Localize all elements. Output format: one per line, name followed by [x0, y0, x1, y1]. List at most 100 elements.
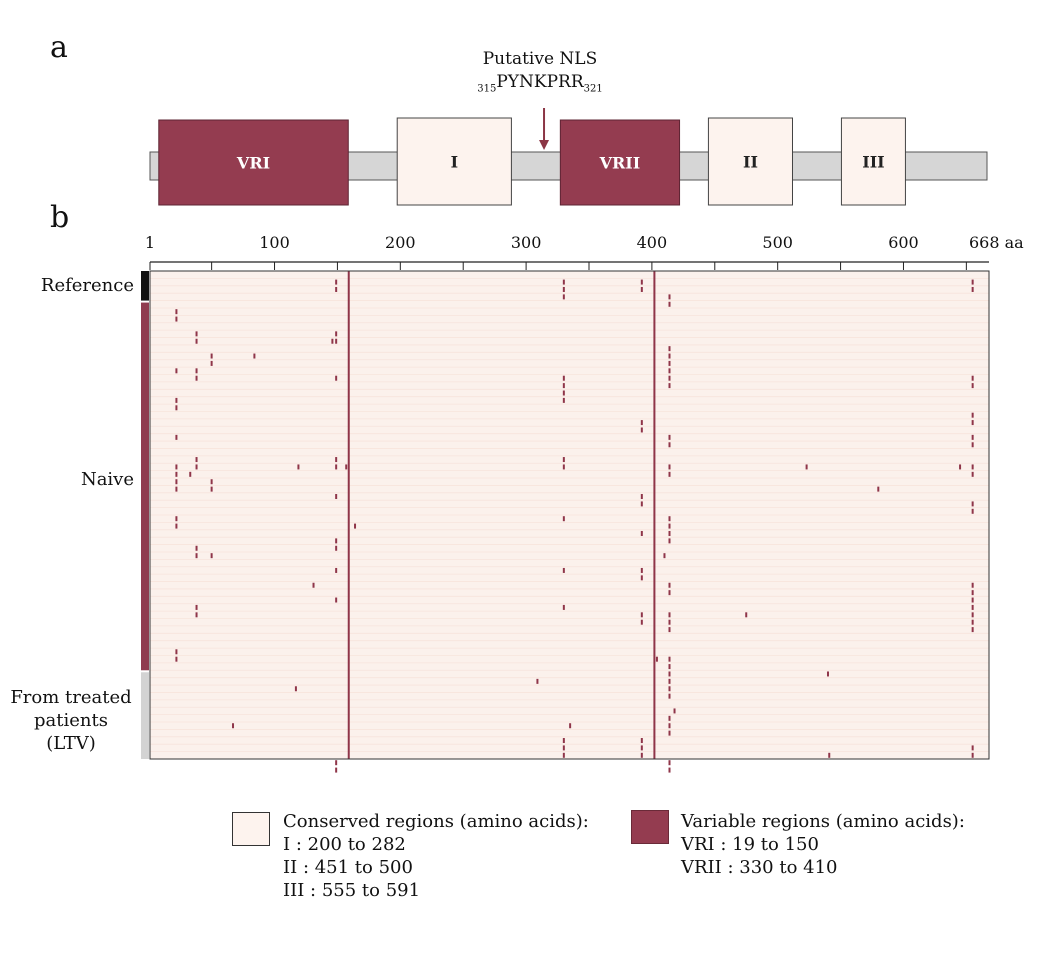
group-bar [141, 672, 149, 759]
mutation-mark [562, 457, 565, 463]
mutation-mark [971, 286, 974, 292]
mutation-mark [175, 649, 178, 655]
mutation-mark [971, 582, 974, 588]
mutation-mark [335, 279, 338, 285]
mutation-mark [668, 693, 671, 699]
mutation-mark [569, 723, 572, 729]
mutation-mark [971, 590, 974, 596]
mutation-mark [335, 567, 338, 573]
mutation-mark [971, 375, 974, 381]
axis-tick-label: 500 [762, 233, 793, 252]
mutation-mark [668, 686, 671, 692]
domain-label: III [862, 153, 884, 172]
mutation-marks [175, 271, 974, 773]
domain-vrii [559, 119, 681, 206]
mutation-mark [210, 479, 213, 485]
mutation-mark [562, 464, 565, 470]
legend-conserved-title: Conserved regions (amino acids): [283, 811, 589, 832]
mutation-mark [668, 590, 671, 596]
mutation-mark [175, 516, 178, 522]
nls-motif-end: 321 [583, 83, 603, 95]
mutation-heatmap: 1 100 200 300 400 500 600 668 aa [141, 233, 1024, 773]
domain-iii [840, 117, 906, 206]
mutation-mark [562, 604, 565, 610]
mutation-mark [971, 501, 974, 507]
group-label-reference: Reference [40, 275, 134, 296]
mutation-mark [195, 604, 198, 610]
axis-tick-label: 600 [888, 233, 919, 252]
nls-motif-sequence: PYNKPRR [496, 72, 584, 92]
mutation-mark [668, 301, 671, 307]
mutation-mark [971, 752, 974, 758]
conserved-mutation-column [347, 271, 350, 759]
mutation-mark [668, 627, 671, 633]
mutation-mark [640, 612, 643, 618]
mutation-mark [668, 612, 671, 618]
mutation-mark [668, 346, 671, 352]
axis-tick-label: 1 [145, 233, 155, 252]
mutation-mark [668, 582, 671, 588]
mutation-mark [971, 612, 974, 618]
mutation-mark [175, 523, 178, 529]
mutation-mark [673, 708, 676, 714]
axis-tick-label: 200 [385, 233, 416, 252]
mutation-mark [195, 368, 198, 374]
axis-tick-label: 100 [259, 233, 290, 252]
mutation-mark [335, 286, 338, 292]
mutation-mark [562, 294, 565, 300]
nls-title: Putative NLS [482, 49, 598, 69]
panel-b-label: b [50, 200, 70, 235]
legend-conserved-line: III : 555 to 591 [283, 880, 421, 901]
mutation-mark [668, 360, 671, 366]
mutation-mark [826, 671, 829, 677]
mutation-mark [335, 331, 338, 337]
mutation-mark [175, 405, 178, 411]
mutation-mark [668, 375, 671, 381]
mutation-mark [335, 597, 338, 603]
axis-tick-label: 300 [511, 233, 542, 252]
mutation-mark [345, 464, 348, 470]
mutation-mark [668, 715, 671, 721]
mutation-mark [175, 471, 178, 477]
mutation-mark [668, 767, 671, 773]
mutation-mark [189, 471, 192, 477]
mutation-mark [971, 745, 974, 751]
group-label-naive: Naive [80, 469, 134, 490]
mutation-mark [640, 286, 643, 292]
mutation-mark [195, 545, 198, 551]
mutation-mark [971, 597, 974, 603]
mutation-mark [195, 612, 198, 618]
panel-a-label: a [50, 30, 68, 65]
mutation-mark [640, 420, 643, 426]
mutation-mark [297, 464, 300, 470]
mutation-mark [668, 353, 671, 359]
mutation-mark [971, 464, 974, 470]
mutation-mark [971, 508, 974, 514]
mutation-mark [210, 486, 213, 492]
mutation-mark [668, 671, 671, 677]
legend-conserved-swatch [232, 812, 270, 846]
axis-tick-label: 400 [637, 233, 668, 252]
mutation-mark [668, 442, 671, 448]
mutation-mark [663, 553, 666, 559]
legend-conserved-line: II : 451 to 500 [283, 857, 413, 878]
mutation-mark [312, 582, 315, 588]
mutation-mark [335, 545, 338, 551]
mutation-mark [253, 353, 256, 359]
mutation-mark [175, 486, 178, 492]
mutation-mark [232, 723, 235, 729]
mutation-mark [640, 530, 643, 536]
legend-variable-line: VRII : 330 to 410 [681, 857, 838, 878]
domain-i [396, 117, 512, 206]
mutation-mark [195, 464, 198, 470]
mutation-mark [640, 427, 643, 433]
mutation-mark [335, 538, 338, 544]
mutation-mark [971, 442, 974, 448]
mutation-mark [294, 686, 297, 692]
mutation-mark [640, 738, 643, 744]
mutation-mark [655, 656, 658, 662]
domain-vri [158, 119, 349, 206]
mutation-mark [536, 678, 539, 684]
mutation-mark [971, 471, 974, 477]
mutation-mark [335, 338, 338, 344]
